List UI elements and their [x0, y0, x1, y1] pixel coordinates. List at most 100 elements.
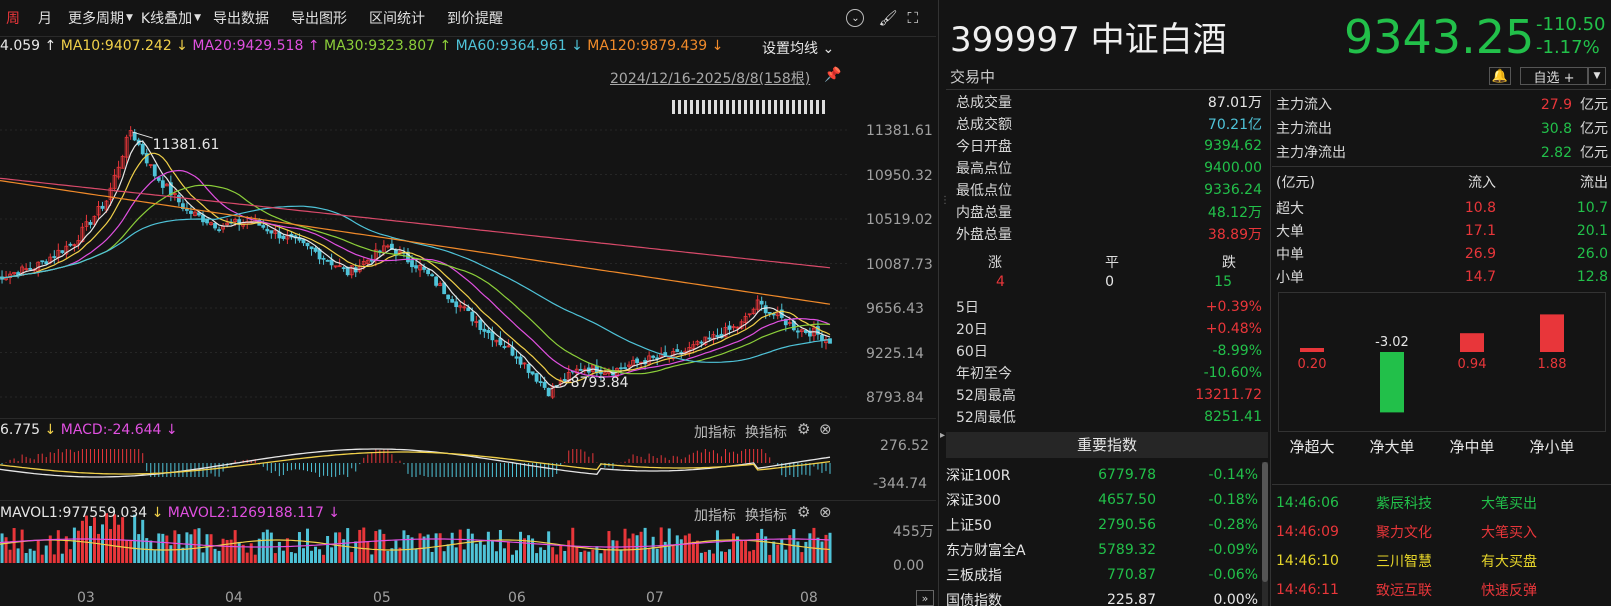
volume-bar: [40, 554, 44, 563]
stock-code: 399997: [950, 20, 1080, 60]
main-flow-row: 主力净流出 2.82 亿元: [1276, 140, 1608, 164]
export-chart-button[interactable]: 导出图形: [291, 11, 348, 27]
candle-body: [675, 349, 680, 352]
volume-bar: [748, 551, 752, 563]
date-range[interactable]: 2024/12/16-2025/8/8(158根): [610, 71, 811, 87]
index-value: 225.87: [1107, 591, 1156, 606]
brush-icon[interactable]: 🖌: [878, 9, 898, 27]
mavol2-line: [0, 538, 831, 548]
price-tick: 8793.84: [866, 390, 924, 406]
period-value: -8.99%: [1212, 343, 1262, 359]
volume-bar: [109, 529, 113, 563]
trade-row[interactable]: 14:46:09 聚力文化 大笔买入: [1276, 517, 1608, 546]
index-row[interactable]: 三板成指 770.87 -0.06%: [946, 562, 1268, 587]
candle-body: [470, 311, 475, 322]
add-watchlist-button[interactable]: 自选 +: [1520, 67, 1588, 86]
interval-stats-button[interactable]: 区间统计: [369, 11, 426, 27]
month-tick: 06: [508, 590, 526, 606]
trade-row[interactable]: 14:46:06 紫辰科技 大笔买出: [1276, 488, 1608, 517]
flow-row-label: 大单: [1276, 223, 1304, 240]
gear-icon[interactable]: ⚙: [797, 503, 811, 521]
volume-bar: [760, 528, 764, 563]
export-data-button[interactable]: 导出数据: [213, 11, 270, 27]
volume-bar: [478, 539, 482, 563]
index-row[interactable]: 国债指数 225.87 0.00%: [946, 587, 1268, 606]
candle-body: [799, 329, 804, 333]
index-row[interactable]: 东方财富全A 5789.32 -0.09%: [946, 537, 1268, 562]
volume-bar: [64, 536, 68, 563]
period-week[interactable]: 周: [6, 11, 20, 27]
drag-handle[interactable]: ⋮: [940, 195, 950, 206]
volume-bar: [322, 554, 326, 563]
macd-add-indicator[interactable]: 加指标: [694, 425, 736, 441]
macd-swap-indicator[interactable]: 换指标: [745, 425, 787, 441]
macd-axis-bottom: -344.74: [873, 476, 928, 492]
flow-row-out: 12.8: [1576, 268, 1608, 285]
index-name: 深证100R: [946, 467, 1011, 484]
volume-bar: [36, 540, 40, 563]
candle-body: [538, 381, 543, 383]
vol-swap-indicator[interactable]: 换指标: [745, 508, 787, 524]
vol-add-indicator[interactable]: 加指标: [694, 508, 736, 524]
scrollbar[interactable]: [1262, 462, 1268, 606]
index-name: 东方财富全A: [946, 542, 1026, 559]
ma-line: [0, 152, 831, 384]
stat-row: 总成交量 87.01万: [956, 91, 1262, 113]
divider: [1272, 484, 1611, 485]
volume-bar: [707, 549, 711, 563]
expand-right-icon[interactable]: »: [916, 590, 934, 606]
gear-icon[interactable]: ⚙: [797, 420, 811, 438]
ma-settings-button[interactable]: 设置均线 ⌄: [762, 41, 835, 57]
index-row[interactable]: 深证300 4657.50 -0.18%: [946, 487, 1268, 512]
volume-bar: [531, 538, 535, 563]
flow-row: 超大 10.8 10.7: [1276, 196, 1608, 219]
fullscreen-icon[interactable]: ⛶: [907, 9, 918, 27]
volume-bar: [687, 533, 691, 563]
stats-panel: 总成交量 87.01万 总成交额 70.21亿 今日开盘 9394.62 最高点位 9400.…: [956, 91, 1262, 245]
period-label: 52周最低: [956, 410, 1016, 426]
divider: [1270, 89, 1271, 606]
net-flow-bar: [1460, 333, 1484, 352]
volume-bar: [378, 529, 382, 563]
candle-body: [506, 345, 511, 348]
volume-bar: [655, 548, 659, 563]
candle-body: [108, 187, 113, 200]
divider: [0, 418, 936, 419]
volume-bar: [221, 538, 225, 563]
candle-body: [128, 130, 133, 137]
volume-bar: [398, 547, 402, 563]
volume-bar: [470, 533, 474, 563]
kline-chart[interactable]: 11381.61 8793.84: [0, 58, 936, 606]
collapse-circle-icon[interactable]: ⌄: [846, 9, 865, 27]
main-flow-unit: 亿元: [1580, 121, 1608, 137]
kline-overlay-menu[interactable]: K线叠加: [140, 11, 193, 27]
collapse-arrow-icon[interactable]: ▸: [940, 430, 946, 441]
pin-icon[interactable]: 📌: [824, 67, 842, 83]
close-icon[interactable]: ⊗: [819, 420, 832, 438]
candle-body: [490, 331, 495, 341]
index-pct: -0.14%: [1208, 466, 1258, 483]
period-month[interactable]: 月: [38, 11, 52, 27]
volume-bar: [197, 528, 201, 563]
index-row[interactable]: 深证100R 6779.78 -0.14%: [946, 462, 1268, 487]
volume-bar: [603, 549, 607, 563]
bell-icon[interactable]: 🔔: [1489, 67, 1511, 85]
chevron-down-icon[interactable]: ▼: [1588, 67, 1606, 85]
more-period-menu[interactable]: 更多周期: [68, 11, 124, 27]
month-tick: 03: [77, 590, 95, 606]
index-row[interactable]: 上证50 2790.56 -0.28%: [946, 512, 1268, 537]
net-flow-category: 净超大: [1289, 438, 1334, 456]
volume-bar: [346, 528, 350, 563]
candle-body: [534, 373, 539, 382]
close-icon[interactable]: ⊗: [819, 503, 832, 521]
period-returns: 5日 +0.39% 20日 +0.48% 60日 -8.99% 年初至今 -10.60% 52周…: [956, 296, 1262, 428]
volume-bar: [20, 529, 24, 563]
trade-row[interactable]: 14:46:10 三川智慧 有大买盘: [1276, 546, 1608, 575]
trade-row[interactable]: 14:46:11 致远互联 快速反弹: [1276, 575, 1608, 604]
volume-bar: [510, 554, 514, 563]
ma-line: [0, 184, 831, 375]
volume-bar: [486, 531, 490, 563]
price-alert-button[interactable]: 到价提醒: [447, 11, 504, 27]
flow-out-header: 流出: [1580, 175, 1608, 191]
volume-bar: [740, 541, 744, 563]
